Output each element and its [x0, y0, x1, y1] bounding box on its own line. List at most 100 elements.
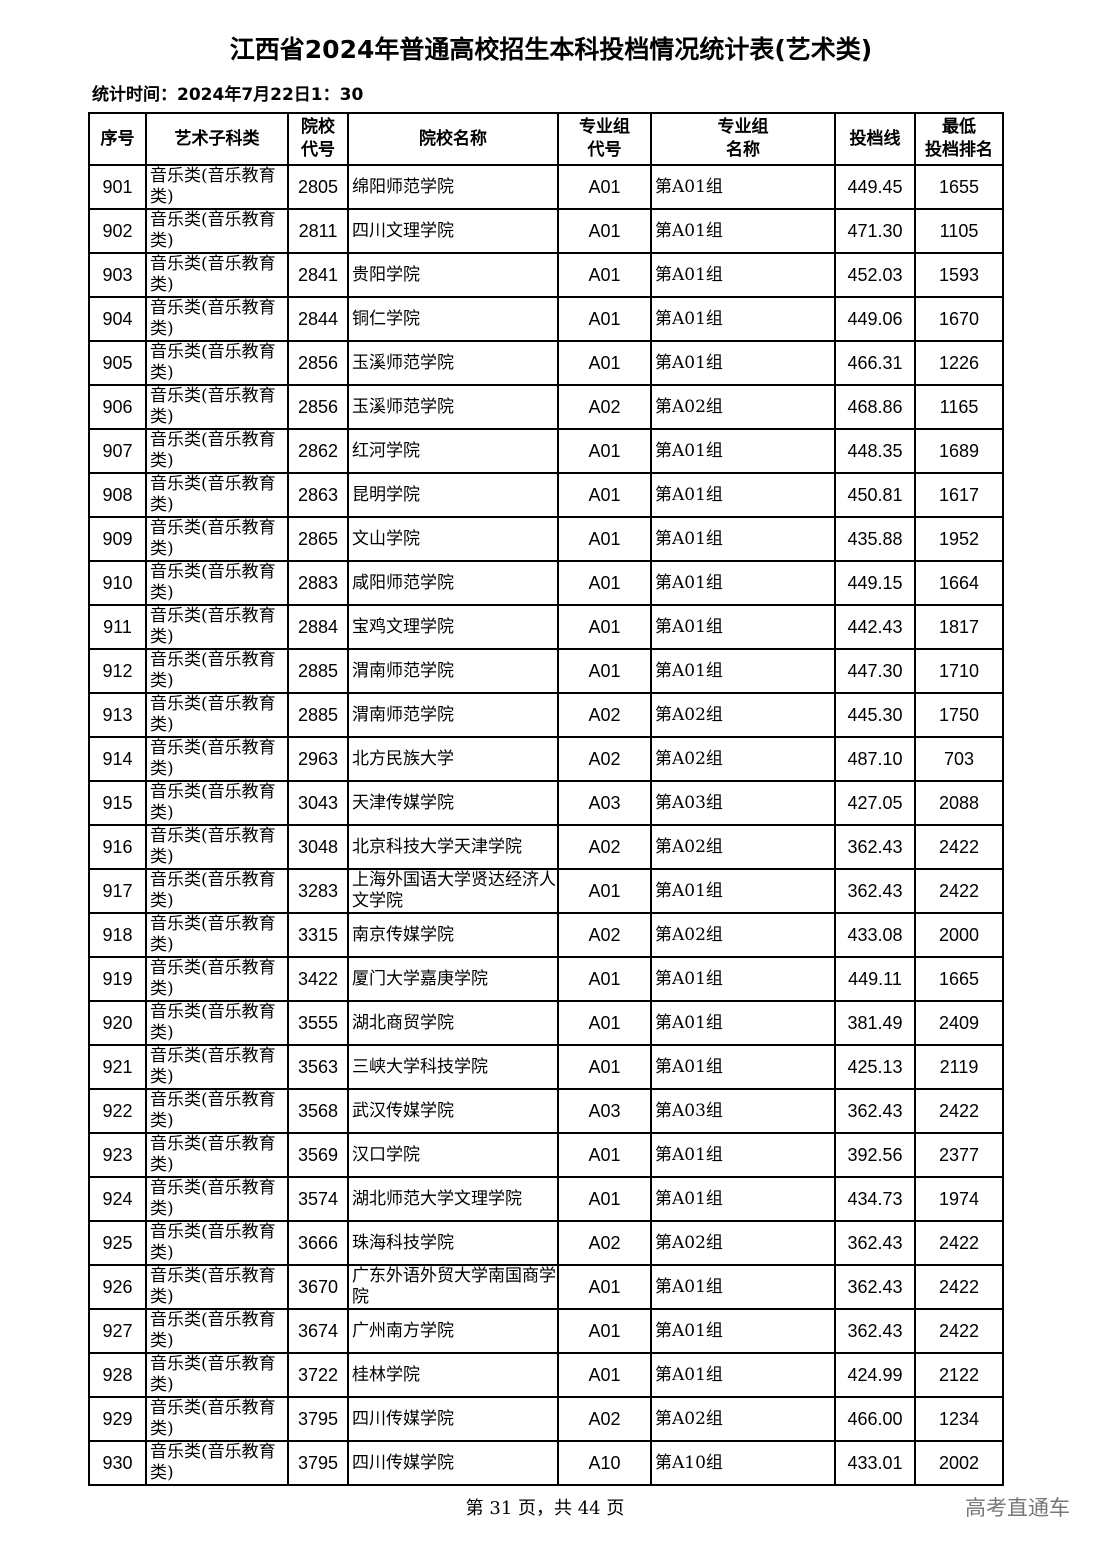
page-number: 第 31 页，共 44 页	[465, 1498, 625, 1519]
group-code-cell: A03	[557, 780, 652, 826]
group-name-cell: 第A01组	[650, 252, 836, 298]
document-title: 江西省2024年普通高校招生本科投档情况统计表(艺术类)	[229, 35, 873, 64]
row-index-cell: 908	[88, 472, 147, 518]
group-name-cell: 第A01组	[650, 648, 836, 694]
school-name-cell: 上海外国语大学贤达经济人文学院	[347, 868, 559, 914]
row-index-cell: 925	[88, 1220, 147, 1266]
category-cell: 音乐类(音乐教育类)	[145, 1440, 289, 1486]
school-name-cell: 广州南方学院	[347, 1308, 559, 1354]
min-rank-cell: 1817	[914, 604, 1004, 650]
school-name-cell: 汉口学院	[347, 1132, 559, 1178]
school-name-text: 南京传媒学院	[352, 924, 454, 945]
school-name-text: 珠海科技学院	[352, 1232, 454, 1253]
table-row: 929 音乐类(音乐教育类) 3795 四川传媒学院 A02 第A02组 466.00 123…	[88, 1396, 1004, 1442]
school-code-cell: 2865	[287, 516, 349, 562]
category-text: 音乐类(音乐教育类)	[150, 782, 276, 823]
school-name-text: 渭南师范学院	[352, 704, 454, 725]
row-index-cell: 924	[88, 1176, 147, 1222]
category-text: 音乐类(音乐教育类)	[150, 870, 276, 911]
cutoff-score-cell: 448.35	[834, 428, 916, 474]
table-row: 904 音乐类(音乐教育类) 2844 铜仁学院 A01 第A01组 449.06 1670	[88, 296, 1004, 342]
header-school-name: 院校名称	[347, 112, 559, 166]
school-name-cell: 南京传媒学院	[347, 912, 559, 958]
cutoff-score-cell: 487.10	[834, 736, 916, 782]
category-cell: 音乐类(音乐教育类)	[145, 736, 289, 782]
category-text: 音乐类(音乐教育类)	[150, 1090, 276, 1131]
row-index-cell: 909	[88, 516, 147, 562]
min-rank-cell: 2422	[914, 1264, 1004, 1310]
school-name-text: 宝鸡文理学院	[352, 616, 454, 637]
category-text: 音乐类(音乐教育类)	[150, 958, 276, 999]
school-code-cell: 3568	[287, 1088, 349, 1134]
cutoff-score-cell: 381.49	[834, 1000, 916, 1046]
category-text: 音乐类(音乐教育类)	[150, 650, 276, 691]
group-code-cell: A02	[557, 384, 652, 430]
school-code-cell: 2841	[287, 252, 349, 298]
cutoff-score-cell: 468.86	[834, 384, 916, 430]
category-cell: 音乐类(音乐教育类)	[145, 252, 289, 298]
group-code-cell: A02	[557, 912, 652, 958]
group-name-cell: 第A01组	[650, 1264, 836, 1310]
school-code-cell: 2883	[287, 560, 349, 606]
group-name-cell: 第A01组	[650, 1000, 836, 1046]
category-cell: 音乐类(音乐教育类)	[145, 164, 289, 210]
group-name-cell: 第A01组	[650, 604, 836, 650]
row-index-cell: 902	[88, 208, 147, 254]
category-cell: 音乐类(音乐教育类)	[145, 1000, 289, 1046]
cutoff-score-cell: 392.56	[834, 1132, 916, 1178]
category-text: 音乐类(音乐教育类)	[150, 1222, 276, 1263]
group-code-cell: A01	[557, 252, 652, 298]
school-code-cell: 2844	[287, 296, 349, 342]
table-row: 912 音乐类(音乐教育类) 2885 渭南师范学院 A01 第A01组 447.30 171…	[88, 648, 1004, 694]
school-name-text: 贵阳学院	[352, 264, 420, 285]
group-name-cell: 第A01组	[650, 956, 836, 1002]
category-text: 音乐类(音乐教育类)	[150, 518, 276, 559]
group-name-cell: 第A02组	[650, 824, 836, 870]
school-name-text: 四川传媒学院	[352, 1452, 454, 1473]
school-name-cell: 咸阳师范学院	[347, 560, 559, 606]
group-name-cell: 第A01组	[650, 164, 836, 210]
school-code-cell: 3670	[287, 1264, 349, 1310]
table-row: 915 音乐类(音乐教育类) 3043 天津传媒学院 A03 第A03组 427.05 208…	[88, 780, 1004, 826]
category-cell: 音乐类(音乐教育类)	[145, 824, 289, 870]
min-rank-cell: 2422	[914, 824, 1004, 870]
school-name-cell: 湖北师范大学文理学院	[347, 1176, 559, 1222]
category-cell: 音乐类(音乐教育类)	[145, 604, 289, 650]
school-name-cell: 贵阳学院	[347, 252, 559, 298]
table-row: 911 音乐类(音乐教育类) 2884 宝鸡文理学院 A01 第A01组 442.43 181…	[88, 604, 1004, 650]
school-name-text: 厦门大学嘉庚学院	[352, 968, 488, 989]
row-index-cell: 917	[88, 868, 147, 914]
header-min-rank: 最低 投档排名	[914, 112, 1004, 166]
school-name-text: 天津传媒学院	[352, 792, 454, 813]
cutoff-score-cell: 362.43	[834, 1308, 916, 1354]
school-name-text: 铜仁学院	[352, 308, 420, 329]
category-text: 音乐类(音乐教育类)	[150, 1442, 276, 1483]
group-name-cell: 第A01组	[650, 472, 836, 518]
category-text: 音乐类(音乐教育类)	[150, 914, 276, 955]
cutoff-score-cell: 434.73	[834, 1176, 916, 1222]
table-row: 928 音乐类(音乐教育类) 3722 桂林学院 A01 第A01组 424.99 2122	[88, 1352, 1004, 1398]
school-name-text: 北方民族大学	[352, 748, 454, 769]
min-rank-cell: 1974	[914, 1176, 1004, 1222]
group-name-cell: 第A01组	[650, 340, 836, 386]
school-name-cell: 广东外语外贸大学南国商学院	[347, 1264, 559, 1310]
cutoff-score-cell: 471.30	[834, 208, 916, 254]
school-name-text: 广州南方学院	[352, 1320, 454, 1341]
group-code-cell: A02	[557, 1220, 652, 1266]
min-rank-cell: 1665	[914, 956, 1004, 1002]
group-code-cell: A01	[557, 1044, 652, 1090]
school-code-cell: 3043	[287, 780, 349, 826]
group-code-cell: A01	[557, 956, 652, 1002]
table-row: 926 音乐类(音乐教育类) 3670 广东外语外贸大学南国商学院 A01 第A01组 36…	[88, 1264, 1004, 1310]
min-rank-cell: 2377	[914, 1132, 1004, 1178]
group-name-cell: 第A01组	[650, 868, 836, 914]
cutoff-score-cell: 466.00	[834, 1396, 916, 1442]
school-code-cell: 3674	[287, 1308, 349, 1354]
group-name-cell: 第A10组	[650, 1440, 836, 1486]
category-cell: 音乐类(音乐教育类)	[145, 1220, 289, 1266]
school-code-cell: 2811	[287, 208, 349, 254]
cutoff-score-cell: 449.11	[834, 956, 916, 1002]
school-code-cell: 2885	[287, 648, 349, 694]
table-row: 901 音乐类(音乐教育类) 2805 绵阳师范学院 A01 第A01组 449.45 165…	[88, 164, 1004, 210]
category-cell: 音乐类(音乐教育类)	[145, 1352, 289, 1398]
